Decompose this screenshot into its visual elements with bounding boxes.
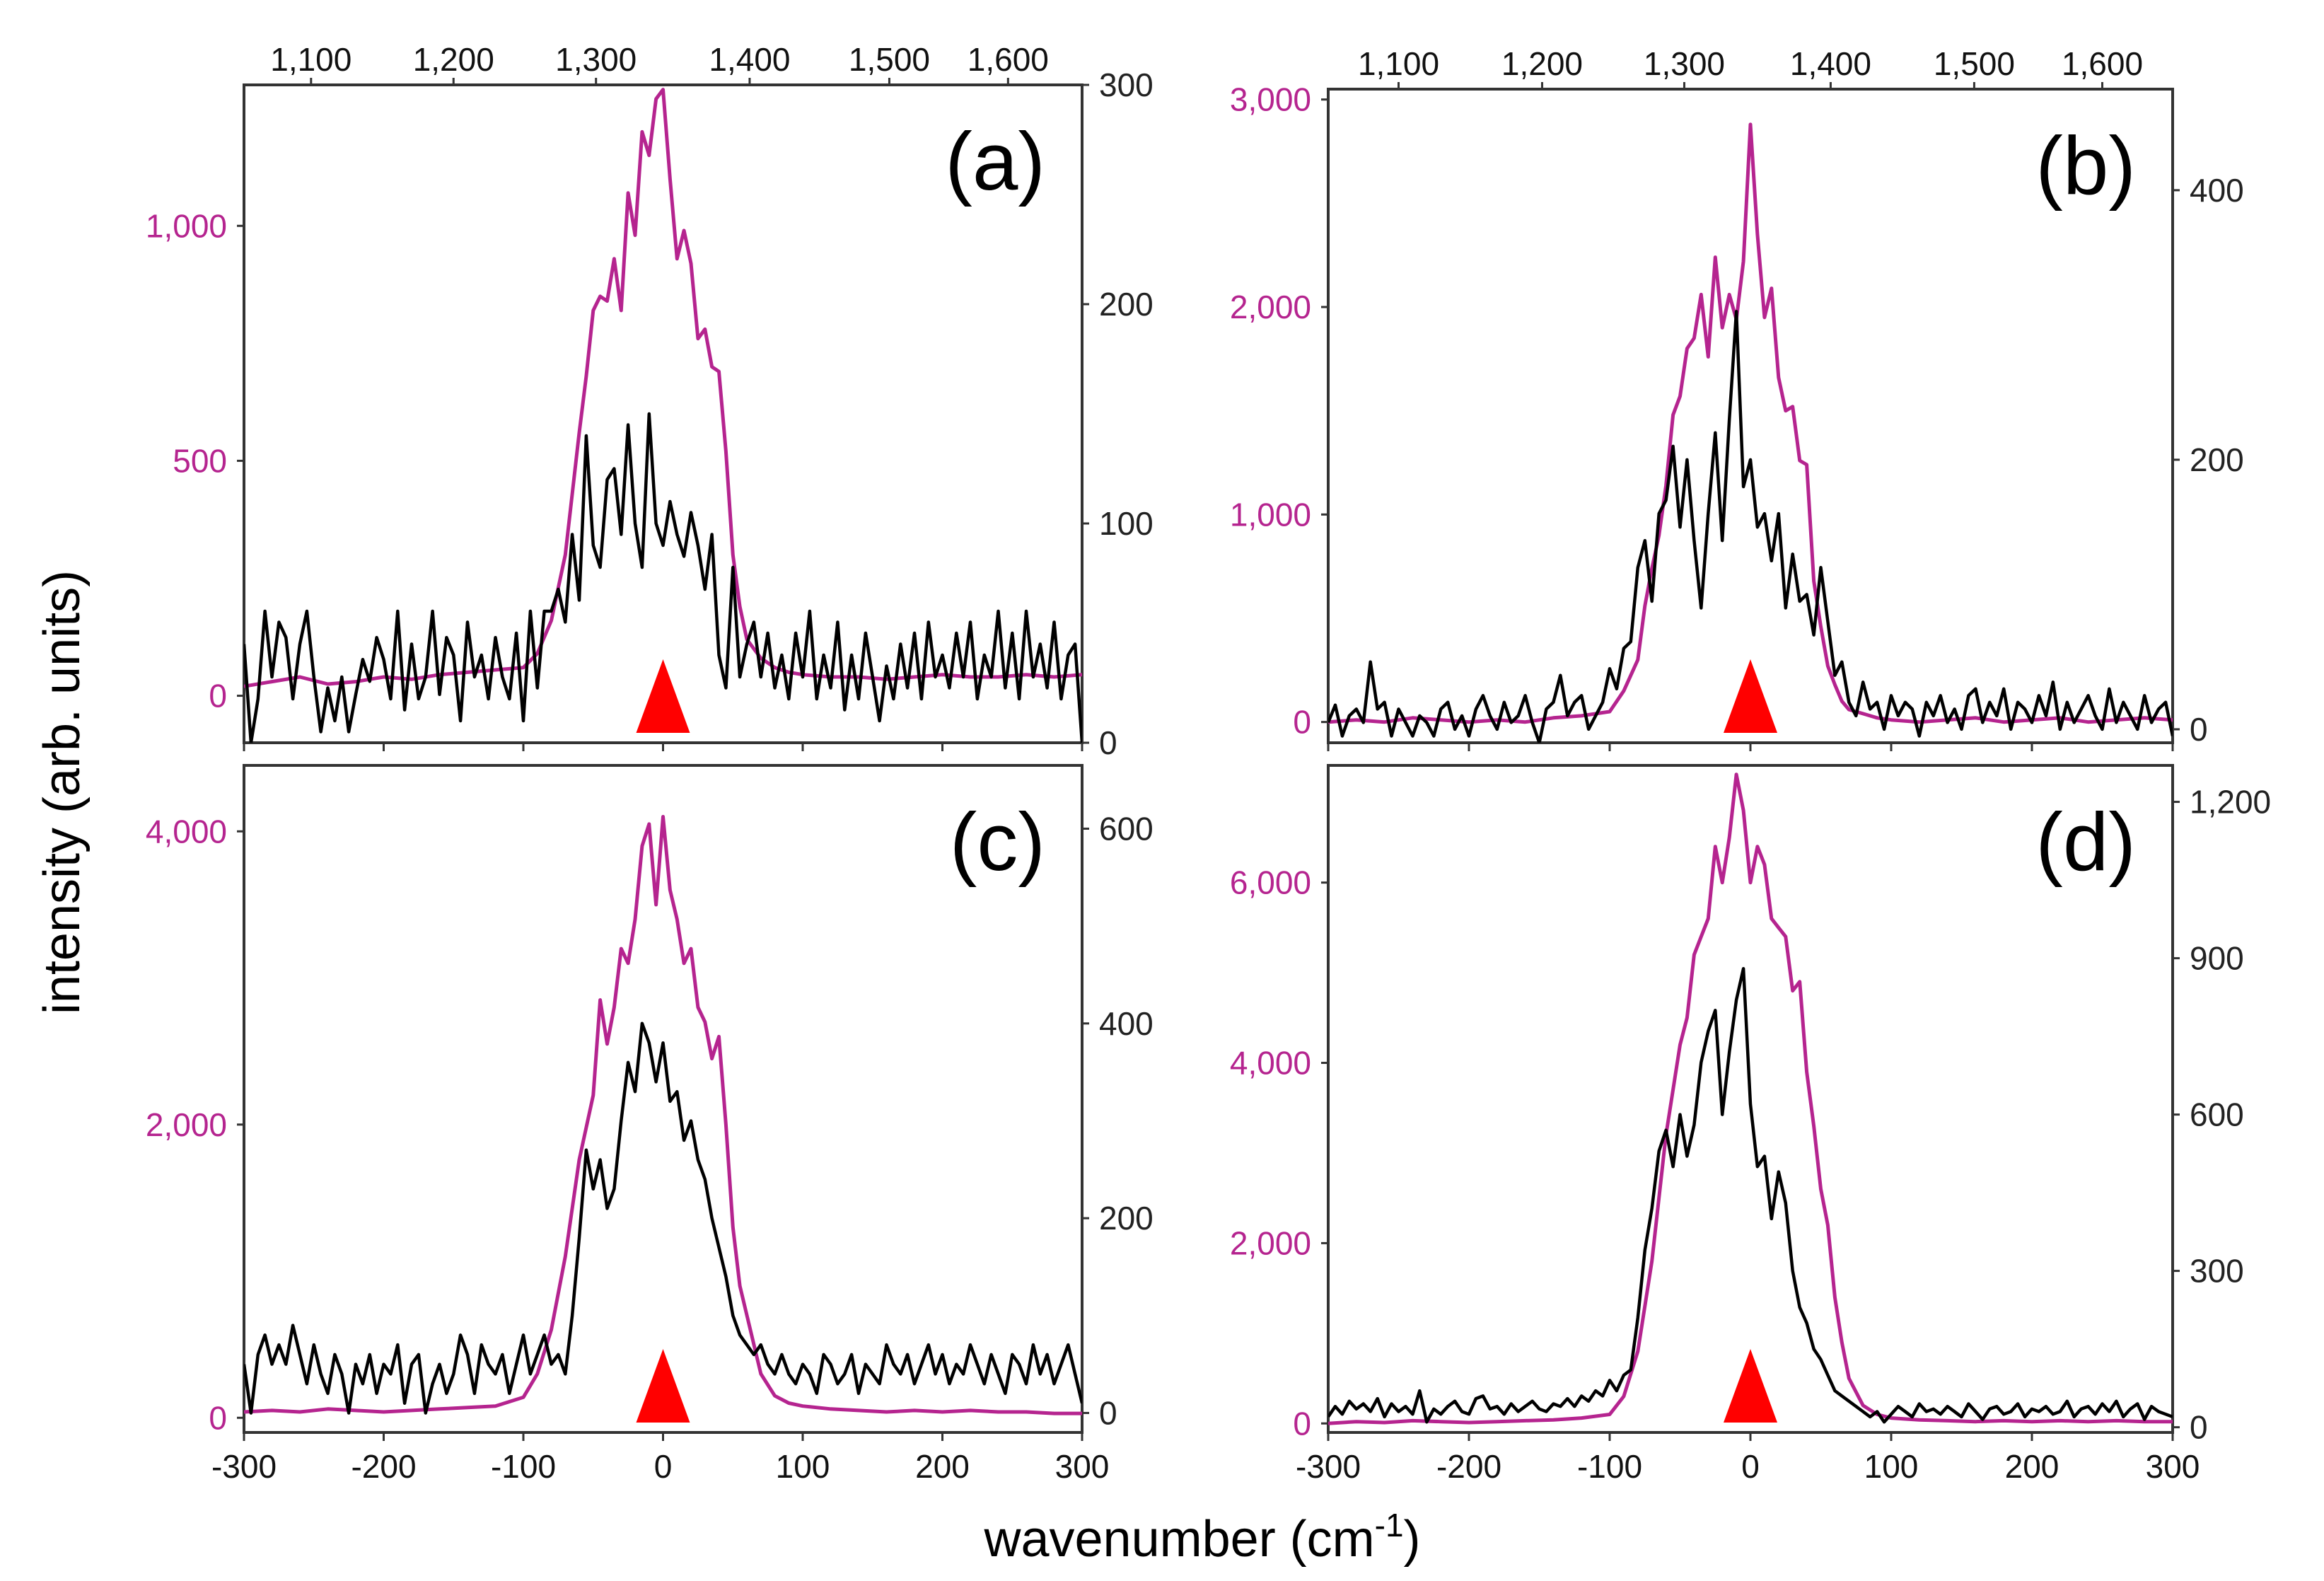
x-tick-label: 200 <box>2005 1448 2059 1485</box>
x-axis-title-main: wavenumber (cm <box>983 1511 1374 1568</box>
left-tick-label: 0 <box>1293 704 1311 741</box>
series-line-black <box>1328 310 2173 743</box>
left-tick-label: 2,000 <box>146 1106 227 1143</box>
right-tick-label: 200 <box>1099 1200 1154 1237</box>
right-tick-label: 0 <box>2190 711 2208 748</box>
x-tick-label: -100 <box>491 1448 556 1485</box>
right-tick-label: 400 <box>2190 172 2244 209</box>
right-tick-label: 1,200 <box>2190 784 2271 821</box>
series-line-magenta <box>244 815 1082 1415</box>
top-tick-label: 1,300 <box>1644 45 1725 82</box>
x-tick-label: 300 <box>2146 1448 2200 1485</box>
right-tick-label: 0 <box>1099 724 1117 761</box>
x-tick-label: -100 <box>1577 1448 1642 1485</box>
series-line-black <box>1328 967 2173 1424</box>
chart-panel-4: -300 -200 -100 0 100 200 30002,0004,0006,00003… <box>1230 764 2271 1485</box>
series-line-black <box>244 1021 1082 1415</box>
x-tick-label: 100 <box>776 1448 830 1485</box>
x-tick-label: 0 <box>1741 1448 1760 1485</box>
left-tick-label: 2,000 <box>1230 1224 1311 1261</box>
series-line-magenta <box>1328 772 2173 1425</box>
right-tick-label: 600 <box>1099 810 1154 847</box>
x-tick-label: 300 <box>1055 1448 1110 1485</box>
right-tick-label: 0 <box>1099 1394 1117 1431</box>
top-tick-label: 1,100 <box>270 41 351 78</box>
left-tick-label: 4,000 <box>146 813 227 850</box>
top-tick-label: 1,100 <box>1358 45 1439 82</box>
top-tick-label: 1,200 <box>413 41 494 78</box>
top-tick-label: 1,400 <box>1790 45 1871 82</box>
top-tick-label: 1,500 <box>849 41 930 78</box>
right-tick-label: 0 <box>2190 1409 2208 1446</box>
x-axis-title: wavenumber (cm-1) <box>983 1507 1420 1568</box>
panel-label: (d) <box>2035 796 2136 888</box>
x-axis-title-close: ) <box>1404 1511 1421 1568</box>
left-tick-label: 0 <box>1293 1405 1311 1442</box>
top-tick-label: 1,600 <box>968 41 1049 78</box>
right-tick-label: 200 <box>1099 286 1154 323</box>
left-tick-label: 0 <box>209 1399 227 1436</box>
top-tick-label: 1,200 <box>1501 45 1583 82</box>
right-tick-label: 900 <box>2190 940 2244 977</box>
left-tick-label: 6,000 <box>1230 864 1311 901</box>
x-tick-label: -300 <box>211 1448 277 1485</box>
panel-label: (b) <box>2035 120 2136 212</box>
x-tick-label: -200 <box>351 1448 416 1485</box>
red-triangle-marker <box>636 659 690 733</box>
left-tick-label: 500 <box>173 442 227 479</box>
right-tick-label: 200 <box>2190 441 2244 478</box>
left-tick-label: 3,000 <box>1230 81 1311 118</box>
red-triangle-marker <box>1724 659 1777 733</box>
left-tick-label: 1,000 <box>1230 496 1311 533</box>
right-tick-label: 300 <box>2190 1253 2244 1290</box>
x-tick-label: -200 <box>1436 1448 1501 1485</box>
right-tick-label: 400 <box>1099 1005 1154 1042</box>
y-axis-title: intensity (arb. units) <box>34 570 91 1014</box>
left-tick-label: 0 <box>209 678 227 714</box>
series-line-black <box>244 412 1082 743</box>
x-tick-label: -300 <box>1296 1448 1361 1485</box>
chart-panel-2: 1,100 1,200 1,300 1,400 1,500 1,600 0 1,000 2,00… <box>1230 45 2244 751</box>
panel-label: (c) <box>950 796 1045 888</box>
top-tick-label: 1,500 <box>1934 45 2015 82</box>
x-tick-label: 200 <box>915 1448 970 1485</box>
top-tick-label: 1,400 <box>709 41 790 78</box>
panel-label: (a) <box>945 115 1045 207</box>
left-tick-label: 2,000 <box>1230 289 1311 325</box>
top-tick-label: 1,300 <box>555 41 637 78</box>
panels: 1,100 1,200 1,300 1,400 1,500 1,600 0 500 1,000 0… <box>146 41 2271 1485</box>
red-triangle-marker <box>636 1349 690 1423</box>
top-tick-label: 1,600 <box>2062 45 2143 82</box>
right-tick-label: 300 <box>1099 66 1154 103</box>
left-tick-label: 1,000 <box>146 207 227 244</box>
x-tick-label: 0 <box>654 1448 673 1485</box>
x-tick-label: 100 <box>1864 1448 1919 1485</box>
left-tick-label: 4,000 <box>1230 1045 1311 1082</box>
right-tick-label: 100 <box>1099 505 1154 542</box>
series-line-magenta <box>1328 122 2173 724</box>
chart-panel-1: 1,100 1,200 1,300 1,400 1,500 1,600 0 500 1,000 0… <box>146 41 1154 761</box>
red-triangle-marker <box>1724 1349 1777 1423</box>
x-axis-title-superscript: -1 <box>1375 1507 1404 1544</box>
right-tick-label: 600 <box>2190 1096 2244 1133</box>
chart-panel-3: -300 -200 -100 0 100 200 300 0 2,000 4,000 0 200 400… <box>146 764 1154 1485</box>
